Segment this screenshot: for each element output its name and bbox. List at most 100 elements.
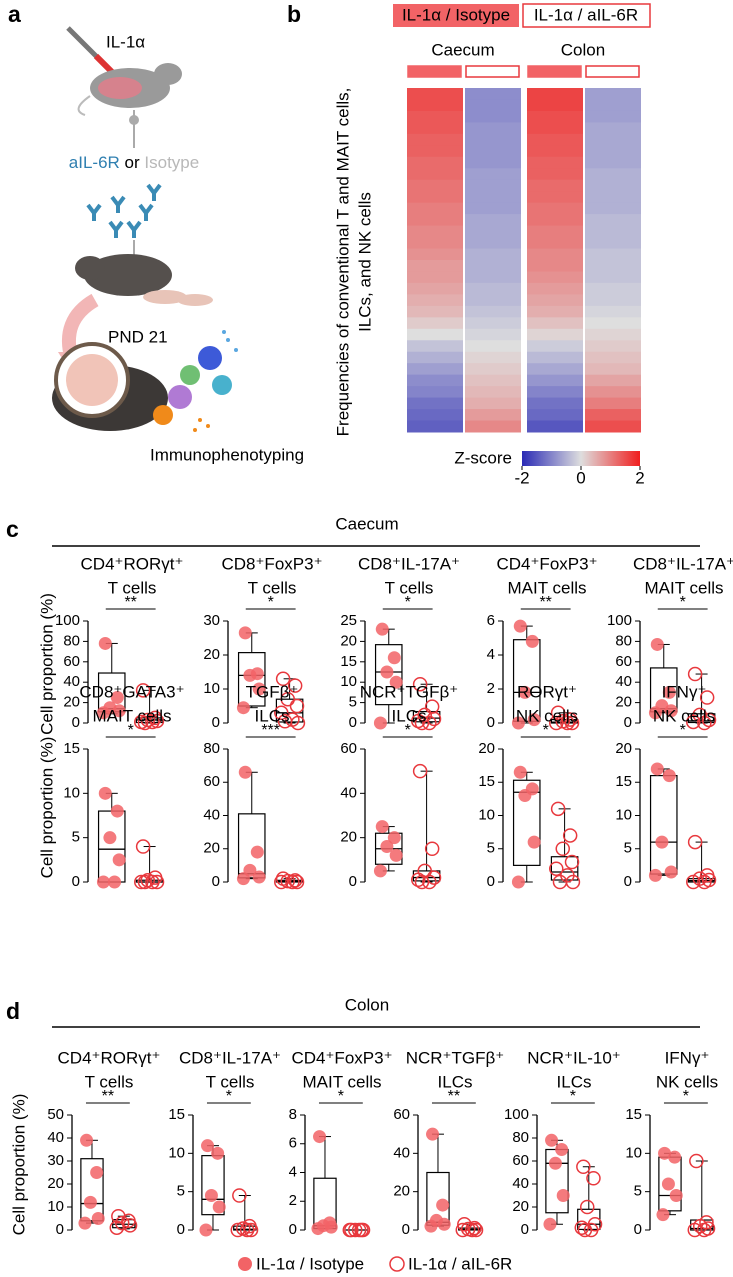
data-point [436, 1198, 450, 1212]
heatmap-cell [527, 179, 583, 192]
significance: ** [539, 594, 551, 611]
or: or [125, 153, 140, 172]
data-point [412, 676, 428, 692]
significance: * [570, 1088, 576, 1105]
heatmap-cell [527, 294, 583, 307]
data-point [650, 762, 664, 776]
y-tick-label: 4 [289, 1163, 297, 1180]
data-point [550, 705, 566, 721]
heatmap-cell [465, 191, 521, 204]
heatmap-cell [527, 271, 583, 284]
heatmap-cell [585, 214, 641, 227]
y-tick-label: 0 [487, 714, 495, 731]
y-tick-label: 0 [624, 714, 632, 731]
y-axis-label: Cell proportion (%) [37, 593, 56, 735]
legend-label: IL-1α / aIL-6R [408, 1254, 512, 1273]
data-point [375, 820, 389, 834]
panel-label: b [287, 1, 301, 27]
heatmap-cell [407, 317, 463, 330]
y-tick-label: 60 [512, 1152, 529, 1169]
heatmap-cell [465, 386, 521, 399]
y-tick-label: 80 [615, 632, 632, 649]
data-point [565, 874, 581, 890]
heatmap-cell [527, 363, 583, 376]
chart-title: ILCs [392, 706, 427, 725]
data-point [243, 668, 257, 682]
heatmap-cell [585, 202, 641, 215]
data-point [648, 706, 662, 720]
y-tick-label: 5 [349, 694, 357, 711]
y-tick-label: 20 [340, 632, 357, 649]
legend-label: IL-1α / Isotype [256, 1254, 364, 1273]
data-point [564, 715, 580, 731]
significance: * [683, 1088, 689, 1105]
data-point [550, 801, 566, 817]
data-point [199, 1223, 213, 1237]
data-point [669, 1189, 683, 1202]
heatmap-cell [527, 317, 583, 330]
y-tick-label: 10 [340, 673, 357, 690]
heatmap-cell [465, 294, 521, 307]
data-point [238, 765, 252, 779]
data-point [375, 622, 389, 636]
data-point [232, 1188, 247, 1203]
data-point [525, 634, 539, 648]
y-tick-label: 30 [203, 612, 220, 629]
data-point [387, 831, 401, 845]
data-point [518, 789, 532, 803]
heatmap-cell [585, 340, 641, 353]
y-tick-label: 15 [478, 773, 495, 790]
heatmap-cell [527, 99, 583, 112]
heatmap-cell [465, 409, 521, 422]
data-point [689, 1153, 704, 1169]
data-point [549, 861, 564, 876]
heatmap-cell [407, 202, 463, 215]
y-tick-label: 60 [615, 653, 632, 670]
y-tick-label: 60 [203, 773, 220, 790]
heatmap-cell [465, 305, 521, 318]
data-point [287, 678, 303, 693]
y-tick-label: 0 [624, 873, 632, 890]
data-point [686, 874, 701, 890]
data-point [543, 1217, 557, 1231]
data-point [347, 1222, 363, 1238]
y-tick-label: 15 [615, 773, 632, 790]
y-tick-label: 10 [478, 806, 495, 823]
y-tick-label: 10 [615, 806, 632, 823]
data-point [662, 769, 676, 783]
chart-title: RORγt⁺ [517, 682, 577, 701]
heatmap-cell [465, 248, 521, 261]
data-point [518, 685, 532, 699]
heatmap-cell [585, 374, 641, 387]
data-point [252, 870, 266, 884]
heatmap-cell [465, 397, 521, 410]
box [275, 698, 304, 723]
y-tick-label: 20 [393, 1183, 410, 1200]
y-tick-label: 0 [212, 714, 220, 731]
heatmap-cell [585, 248, 641, 261]
heatmap-cell [465, 145, 521, 158]
heatmap-cell [465, 110, 521, 123]
heatmap-cell [585, 110, 641, 123]
data-point [548, 1156, 562, 1170]
data-point [212, 1200, 226, 1214]
column-header [407, 65, 462, 78]
heatmap-cell [527, 282, 583, 295]
y-tick-label: 0 [521, 1221, 529, 1238]
heatmap-cell [465, 420, 521, 433]
heatmap-cell [465, 271, 521, 284]
data-point [527, 835, 541, 849]
data-point [389, 675, 403, 689]
heatmap-cell [585, 179, 641, 192]
significance: ** [102, 1088, 114, 1105]
legend-box [522, 3, 651, 28]
box [237, 813, 266, 879]
y-tick-label: 0 [349, 714, 357, 731]
data-point [98, 786, 112, 800]
significance: *** [261, 722, 280, 739]
heatmap-cell [527, 397, 583, 410]
data-point [527, 713, 541, 727]
heatmap-cell [465, 122, 521, 135]
heatmap-cell [407, 225, 463, 238]
y-tick-label: 40 [615, 673, 632, 690]
